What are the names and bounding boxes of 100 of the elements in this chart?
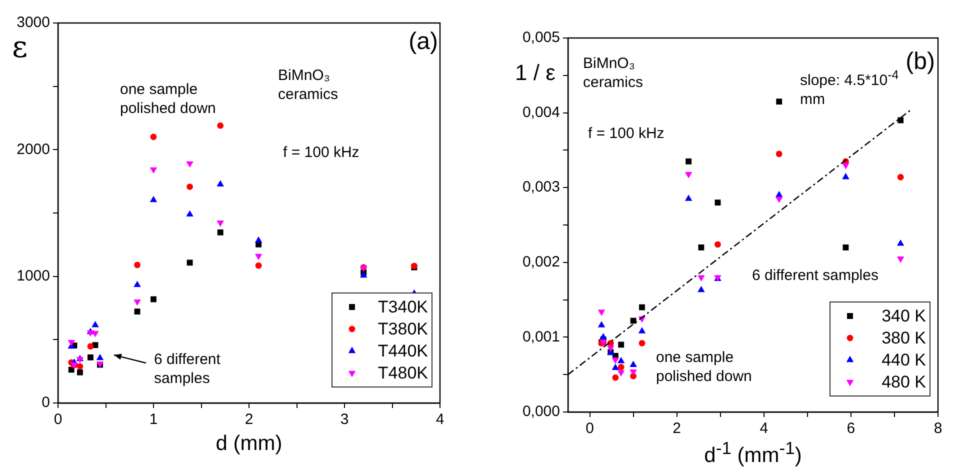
x-tick-label: 3	[340, 411, 349, 428]
point	[88, 354, 94, 360]
legend-label: 380 K	[882, 328, 927, 348]
point	[612, 374, 619, 381]
x-tick-label: 6	[846, 420, 856, 438]
point	[896, 256, 904, 263]
x-tick-label: 2	[244, 411, 254, 428]
point	[217, 122, 224, 129]
point	[598, 321, 606, 328]
point	[898, 117, 904, 124]
point	[714, 200, 721, 206]
point	[216, 180, 224, 186]
x-tick-label: 1	[149, 411, 158, 428]
y-axis-title: 1 / ε	[515, 60, 556, 86]
y-tick-label: 0,000	[522, 403, 560, 420]
legend-label: 440 K	[882, 350, 927, 370]
point	[842, 163, 850, 170]
point	[842, 172, 850, 180]
point	[698, 244, 704, 250]
point	[216, 220, 224, 227]
y-tick-label: 0,001	[522, 328, 560, 346]
y-tick-label: 0,002	[522, 254, 560, 271]
point	[68, 340, 76, 346]
text: slope: 4.5*10$^{-4}$ mm	[800, 68, 899, 108]
point	[150, 296, 156, 302]
point	[134, 308, 140, 315]
x-tick-label: 4	[436, 411, 444, 428]
point	[134, 262, 140, 268]
y-tick-label: 1000	[16, 267, 50, 284]
point	[617, 356, 625, 364]
point	[612, 358, 620, 364]
point	[896, 240, 904, 246]
point	[698, 286, 705, 292]
annotation: BiMnO₃ ceramics	[278, 66, 340, 104]
x-tick-label: 0	[54, 411, 62, 428]
y-tick-label: 0,004	[522, 104, 560, 121]
point	[630, 360, 637, 367]
legend-label: T340K	[378, 298, 429, 317]
point	[618, 364, 624, 370]
point	[186, 161, 194, 168]
point	[150, 196, 158, 202]
x-tick-label: 4	[760, 420, 768, 438]
point	[76, 369, 83, 376]
point	[775, 196, 783, 204]
y-tick-label: 0,003	[522, 178, 560, 196]
annotation: 6 different samples	[752, 266, 878, 285]
x-tick-label: 2	[672, 420, 681, 438]
point	[92, 320, 99, 328]
legend-label: 480 K	[882, 372, 927, 392]
point	[639, 304, 645, 310]
point	[96, 354, 104, 360]
y-tick-label: 0,005	[522, 29, 560, 46]
annotation: (a)	[408, 28, 438, 56]
y-tick-label: 3000	[16, 14, 50, 32]
point	[150, 134, 157, 140]
point	[217, 229, 224, 236]
point	[254, 236, 262, 243]
point	[255, 262, 262, 269]
point	[134, 280, 141, 288]
point	[842, 244, 849, 250]
point	[638, 327, 646, 334]
y-tick-label: 2000	[16, 140, 50, 158]
x-tick-label: 8	[934, 420, 942, 438]
point	[630, 370, 637, 376]
point	[612, 364, 620, 370]
point	[686, 158, 692, 164]
point	[87, 343, 94, 350]
point	[684, 172, 692, 178]
y-tick-label: 0	[42, 394, 50, 412]
point	[134, 299, 141, 306]
legend-label: T380K	[378, 320, 429, 339]
annotation: BiMnO₃ ceramics	[583, 54, 644, 92]
annotation: 6 different samples	[154, 350, 222, 388]
point	[150, 167, 158, 174]
annotation: one sample polished down	[120, 80, 217, 118]
point	[186, 260, 193, 266]
x-axis-title: d (mm)	[216, 432, 282, 456]
point	[598, 310, 606, 316]
point	[776, 150, 782, 158]
point	[360, 271, 368, 278]
point	[607, 346, 614, 352]
y-axis-title: ε	[12, 30, 28, 65]
x-axis-title: d$^{-1}$ (mm$^{-1}$)	[704, 438, 802, 468]
legend-label: T480K	[378, 364, 429, 383]
point	[600, 333, 607, 340]
point	[92, 330, 99, 338]
x-tick-label: 0	[586, 420, 594, 438]
point	[254, 254, 262, 260]
point	[186, 210, 194, 216]
legend-label: 340 K	[882, 306, 927, 326]
point	[617, 370, 625, 377]
annotation: one sample polished down	[656, 348, 753, 386]
point	[76, 363, 84, 370]
legend-label: T440K	[378, 342, 429, 361]
point	[897, 174, 904, 180]
point	[776, 98, 782, 105]
point	[714, 241, 721, 248]
annotation: f = 100 kHz	[588, 124, 664, 143]
point	[698, 275, 705, 282]
point	[684, 194, 692, 201]
